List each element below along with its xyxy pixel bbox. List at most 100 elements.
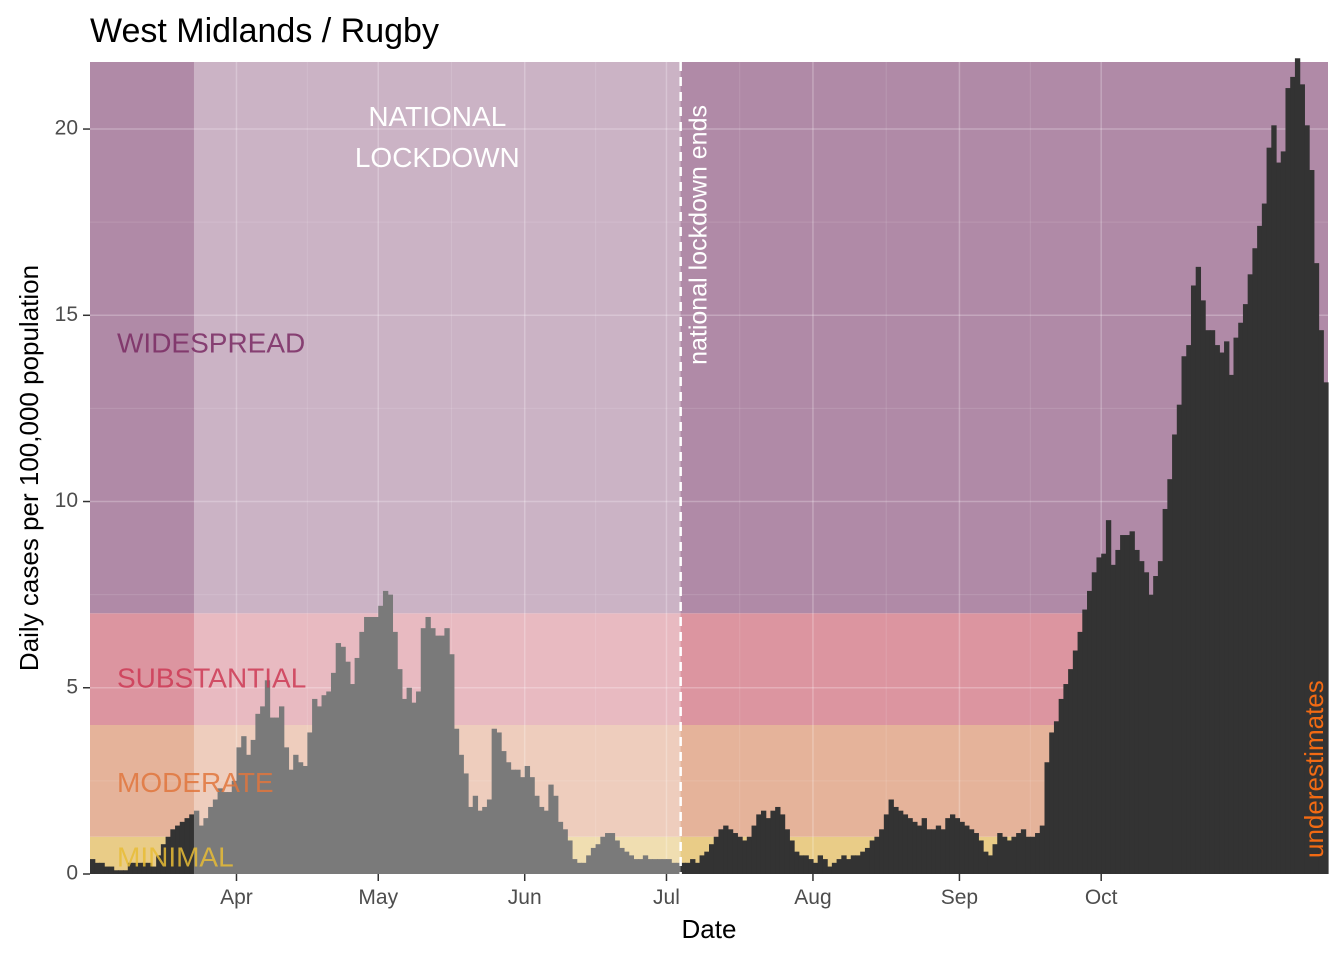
bar-day-259	[1313, 263, 1320, 875]
bar-day-147	[784, 829, 790, 874]
band-widespread	[90, 62, 1328, 614]
bar-day-87	[501, 751, 507, 874]
daily-case-bars	[90, 58, 1329, 875]
bar-day-59	[368, 616, 375, 874]
bar-day-223	[1143, 572, 1150, 874]
bar-day-95	[538, 806, 545, 874]
bar-day-244	[1242, 304, 1249, 874]
bar-day-0	[90, 859, 96, 874]
bar-day-169	[888, 799, 894, 874]
bar-day-219	[1124, 535, 1131, 874]
bar-day-112	[619, 847, 625, 874]
bar-day-137	[737, 836, 743, 874]
bar-day-3	[104, 866, 110, 874]
bar-day-123	[671, 862, 677, 874]
bar-day-170	[893, 806, 899, 874]
bar-day-99	[557, 821, 564, 874]
bar-day-134	[723, 825, 729, 874]
bar-day-253	[1285, 88, 1291, 875]
y-tick-label: 20	[55, 117, 78, 140]
bar-day-230	[1176, 404, 1183, 874]
bar-day-221	[1134, 549, 1140, 874]
bar-day-188	[978, 840, 984, 874]
bar-day-131	[709, 844, 715, 874]
bar-day-111	[614, 840, 620, 874]
bar-day-51	[330, 672, 337, 874]
bar-day-75	[444, 628, 450, 874]
bar-day-109	[605, 833, 611, 874]
chart-title: West Midlands / Rugby	[90, 12, 439, 50]
bar-day-117	[642, 855, 649, 874]
bar-day-186	[968, 829, 975, 874]
bar-day-229	[1172, 434, 1178, 874]
bar-day-43	[293, 754, 299, 874]
bar-day-225	[1153, 576, 1159, 874]
bar-day-226	[1157, 561, 1164, 874]
bar-day-205	[1058, 698, 1064, 874]
bar-day-18	[175, 825, 181, 874]
x-tick-label: Oct	[1085, 886, 1118, 909]
bar-day-73	[434, 635, 441, 874]
bar-day-56	[354, 657, 360, 874]
bar-day-215	[1105, 520, 1112, 874]
bar-day-212	[1091, 572, 1098, 874]
bar-day-184	[959, 821, 965, 874]
bar-day-60	[373, 616, 379, 874]
bar-day-69	[416, 691, 422, 874]
bar-day-8	[127, 862, 134, 874]
bar-day-31	[236, 747, 242, 874]
bar-day-168	[883, 814, 890, 874]
bar-day-239	[1219, 352, 1225, 874]
bar-day-140	[751, 825, 757, 874]
bar-day-79	[463, 773, 469, 874]
bar-day-78	[458, 754, 464, 874]
bar-day-125	[680, 862, 686, 874]
bar-day-5	[113, 870, 119, 874]
bar-day-245	[1247, 274, 1253, 875]
bar-day-27	[217, 788, 223, 874]
bar-day-81	[472, 795, 479, 874]
bar-day-248	[1261, 203, 1268, 875]
bar-day-200	[1035, 833, 1041, 874]
bar-day-130	[704, 851, 710, 874]
bar-day-208	[1072, 650, 1079, 874]
bar-day-251	[1276, 162, 1282, 875]
bar-day-246	[1252, 248, 1258, 874]
bar-day-83	[482, 806, 488, 874]
underestimates-label: underestimates	[1299, 680, 1329, 858]
bar-day-139	[746, 836, 753, 874]
band-labels: MINIMAL MODERATE SUBSTANTIAL WIDESPREAD	[117, 327, 306, 872]
bar-day-155	[822, 859, 828, 874]
bar-day-47	[312, 698, 318, 874]
bar-day-62	[382, 590, 389, 874]
y-axis-title: Daily cases per 100,000 population	[14, 265, 44, 671]
bar-day-124	[675, 862, 682, 874]
bar-day-92	[524, 765, 531, 874]
bar-day-65	[397, 669, 403, 874]
band-label-moderate: MODERATE	[117, 767, 274, 798]
bar-day-63	[387, 594, 394, 874]
bar-day-132	[713, 836, 720, 874]
bar-day-129	[699, 855, 705, 874]
bar-day-250	[1271, 125, 1277, 874]
bar-day-192	[997, 833, 1003, 874]
bar-day-151	[803, 855, 809, 874]
bar-day-12	[146, 862, 153, 874]
bar-day-48	[316, 706, 323, 874]
bar-day-172	[902, 814, 909, 874]
bar-day-247	[1257, 225, 1263, 875]
bar-day-61	[378, 605, 384, 874]
bar-day-72	[430, 628, 436, 874]
band-label-substantial: SUBSTANTIAL	[117, 663, 306, 694]
bar-day-183	[954, 818, 961, 874]
bar-day-15	[160, 844, 167, 874]
bar-day-66	[401, 698, 408, 874]
bar-day-243	[1238, 322, 1244, 874]
bar-day-20	[184, 818, 190, 874]
bar-day-82	[477, 810, 483, 874]
bar-day-181	[945, 818, 951, 874]
bar-day-178	[931, 829, 937, 874]
bar-day-53	[340, 646, 346, 874]
bar-day-96	[543, 810, 549, 874]
x-tick-label: Jun	[508, 886, 542, 909]
